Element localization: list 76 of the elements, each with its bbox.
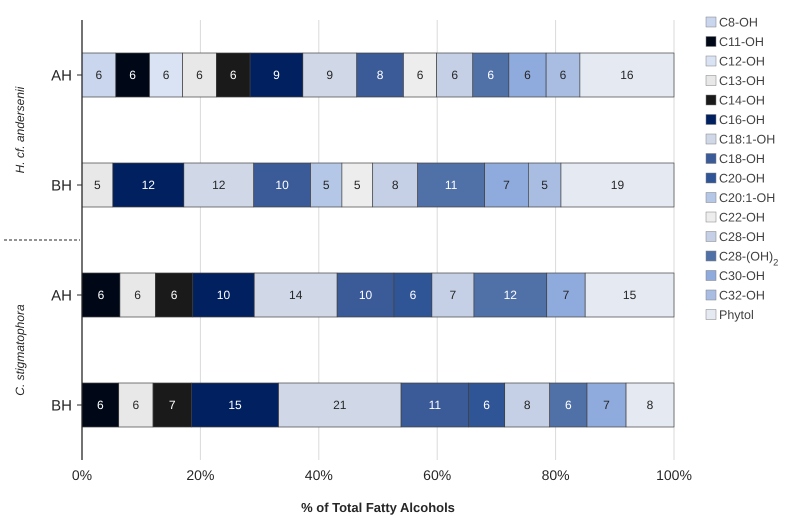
data-label: 12 — [142, 178, 156, 192]
legend-label: C14-OH — [719, 93, 765, 108]
data-label: 19 — [610, 178, 624, 192]
data-label: 15 — [228, 398, 242, 412]
data-label: 15 — [622, 288, 637, 302]
data-label: 10 — [216, 288, 230, 302]
data-label: 14 — [289, 288, 303, 302]
data-label: 11 — [444, 178, 458, 192]
legend-label: C18:1-OH — [719, 132, 776, 146]
data-label: 5 — [541, 178, 548, 192]
legend-label: C28-OH — [719, 230, 765, 244]
x-tick-label: 40% — [304, 467, 333, 483]
data-label: 6 — [451, 68, 458, 82]
data-label: 12 — [504, 288, 518, 302]
x-axis-title: % of Total Fatty Alcohols — [301, 500, 455, 515]
x-tick-label: 100% — [656, 467, 692, 483]
data-label: 6 — [560, 68, 567, 82]
data-label: 6 — [524, 68, 532, 82]
data-label: 10 — [275, 178, 290, 192]
legend-label: C18-OH — [719, 152, 765, 166]
data-label: 6 — [96, 68, 103, 82]
y-tick-label: BH — [51, 397, 72, 414]
legend-label: C20-OH — [719, 171, 765, 186]
data-label: 10 — [358, 288, 373, 302]
data-label: 6 — [564, 398, 572, 412]
data-label: 6 — [129, 68, 136, 82]
legend-label: C30-OH — [719, 268, 765, 283]
data-label: 6 — [162, 68, 170, 82]
legend-label: C20:1-OH — [719, 190, 776, 205]
legend-label: C22-OH — [719, 210, 765, 224]
data-label: 5 — [94, 178, 102, 192]
legend-label: C11-OH — [719, 34, 764, 49]
legend-label: C12-OH — [719, 54, 765, 68]
legend-label: Phytol — [719, 308, 754, 322]
data-label: 6 — [134, 288, 142, 302]
data-label: 7 — [562, 288, 570, 302]
data-label: 7 — [168, 398, 176, 412]
data-label: 6 — [416, 68, 424, 82]
data-label: 9 — [326, 68, 334, 82]
text: H. cf. andersenii — [13, 86, 27, 174]
text: C. stigmatophora — [13, 304, 27, 396]
data-label: 6 — [132, 398, 140, 412]
x-tick-label: 80% — [542, 467, 570, 483]
data-label: 12 — [212, 178, 226, 192]
data-label: 7 — [603, 398, 610, 412]
data-label: 6 — [98, 288, 105, 302]
data-label: 8 — [646, 398, 654, 412]
data-label: 8 — [392, 178, 399, 192]
data-label: 6 — [196, 68, 204, 82]
legend-label: C16-OH — [719, 112, 765, 127]
data-label: 5 — [354, 178, 361, 192]
data-label: 9 — [273, 68, 280, 82]
legend-label: C28-(OH)$_{2}$ — [719, 249, 778, 268]
data-label: 5 — [322, 178, 330, 192]
legend-label: C8-OH — [719, 15, 758, 30]
data-label: 6 — [487, 68, 494, 82]
data-label: 8 — [376, 68, 384, 82]
data-label: 7 — [450, 288, 457, 302]
data-label: 6 — [97, 398, 104, 412]
y-tick-label: AH — [51, 67, 72, 84]
data-label: 8 — [524, 398, 531, 412]
x-tick-label: 60% — [423, 467, 452, 483]
y-tick-label: BH — [51, 177, 72, 194]
data-label: 16 — [620, 68, 634, 82]
data-label: 6 — [483, 398, 490, 412]
x-tick-label: 0% — [72, 467, 92, 483]
data-label: 6 — [410, 288, 417, 302]
legend-label: C13-OH — [719, 74, 765, 88]
data-label: 21 — [333, 398, 347, 412]
x-tick-label: 20% — [186, 467, 214, 483]
data-label: 7 — [503, 178, 510, 192]
y-tick-label: AH — [51, 287, 72, 304]
data-label: 6 — [170, 288, 178, 302]
legend-label: C32-OH — [719, 288, 765, 302]
data-label: 11 — [428, 398, 442, 412]
data-label: 6 — [230, 68, 237, 82]
